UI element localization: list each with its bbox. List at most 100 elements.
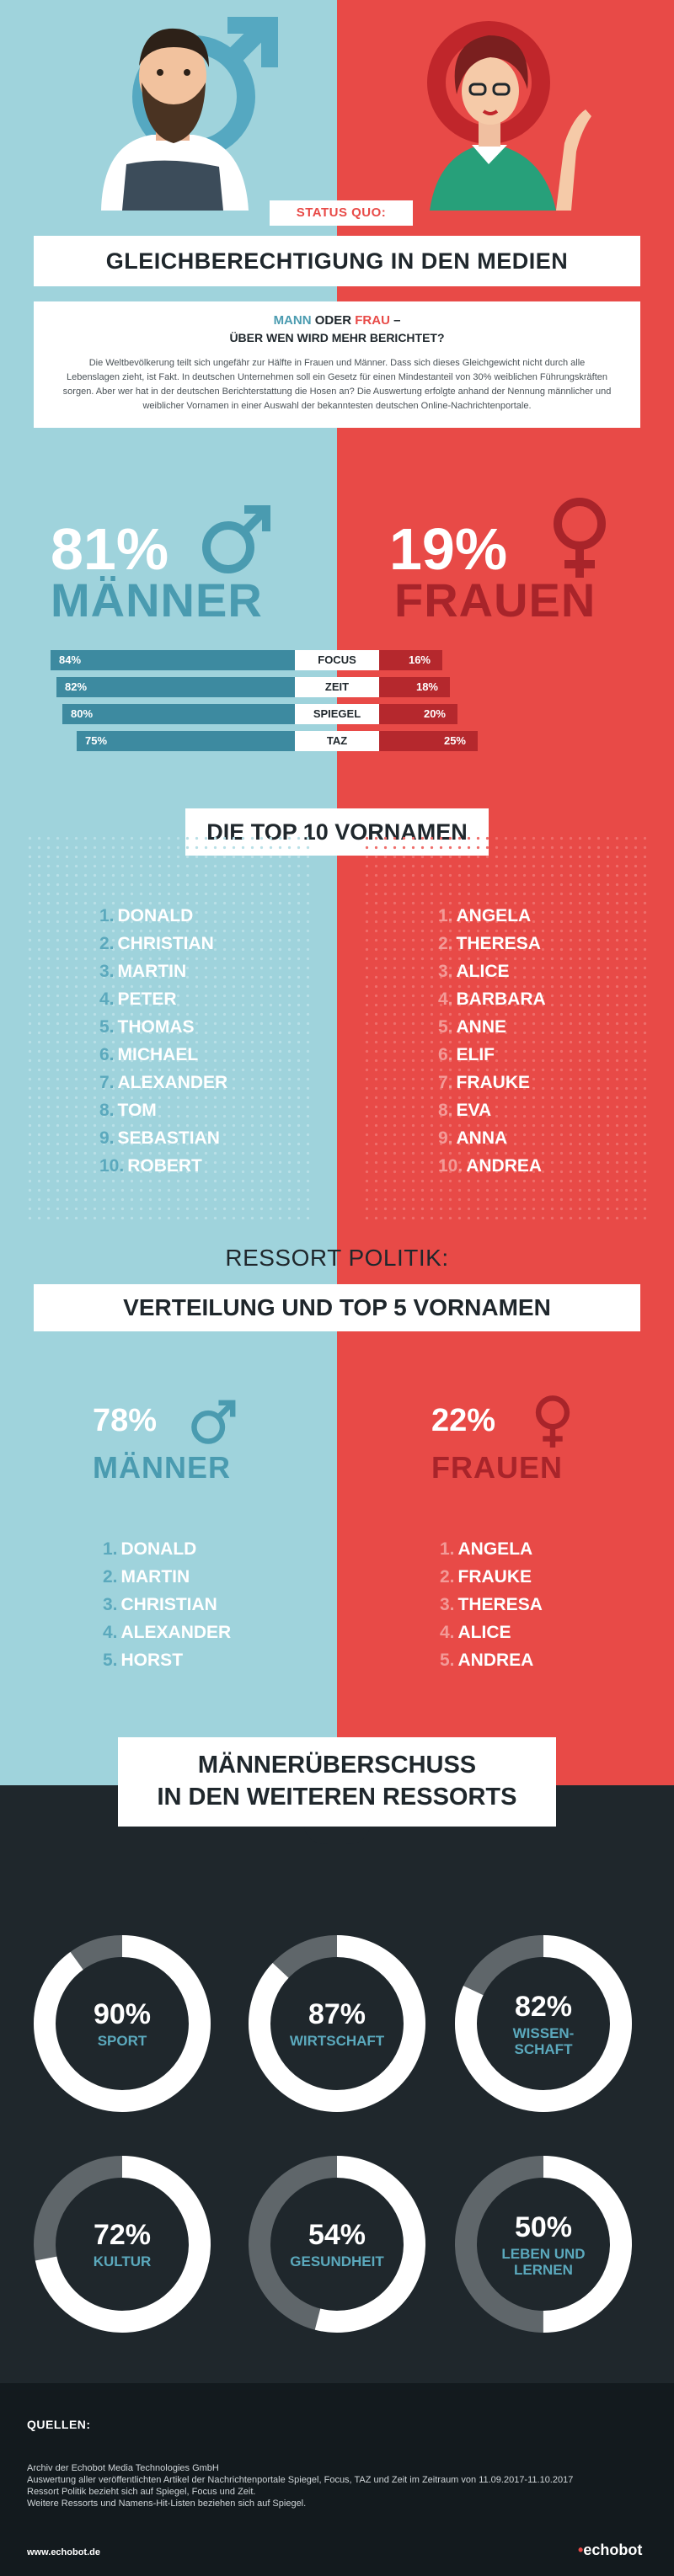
list-item: 5. ANNE — [438, 1013, 546, 1041]
first-name: ROBERT — [127, 1156, 202, 1176]
bar-portal-label: FOCUS — [295, 650, 379, 670]
source-line: Weitere Ressorts und Namens-Hit-Listen b… — [27, 2499, 307, 2509]
list-item: 6. ELIF — [438, 1041, 546, 1069]
rank-number: 7. — [438, 1073, 453, 1092]
list-item: 7. FRAUKE — [438, 1069, 546, 1096]
dotted-pattern-men — [25, 834, 312, 1221]
rank-number: 10. — [99, 1156, 125, 1176]
male-symbol-icon — [202, 505, 270, 573]
surplus-title-line2: IN DEN WEITEREN RESSORTS — [157, 1784, 517, 1811]
first-name: ANNA — [456, 1128, 508, 1148]
rank-number: 2. — [440, 1567, 455, 1587]
donut-label: WISSEN- SCHAFT — [512, 2024, 575, 2057]
donut-ring — [34, 2156, 211, 2333]
male-symbol-icon — [191, 1400, 236, 1444]
rank-number: 3. — [440, 1595, 455, 1614]
first-name: EVA — [456, 1101, 492, 1120]
list-item: 5. HORST — [103, 1646, 231, 1674]
politik-title-line1: RESSORT POLITIK: — [225, 1245, 449, 1271]
first-name: ANGELA — [456, 906, 532, 925]
list-item: 1. DONALD — [99, 902, 227, 930]
first-name: MICHAEL — [117, 1045, 199, 1064]
politik-women-pct: 22% — [431, 1403, 496, 1438]
first-name: PETER — [117, 989, 177, 1009]
women-overall-label: FRAUEN — [394, 573, 596, 627]
rank-number: 10. — [438, 1156, 463, 1176]
bar-women: 16% — [379, 650, 442, 670]
rank-number: 4. — [103, 1623, 118, 1642]
donut-chart: 90% SPORT — [29, 1931, 215, 2116]
women-overall-pct: 19% — [389, 516, 508, 582]
list-item: 5. ANDREA — [440, 1646, 543, 1674]
list-item: 3. THERESA — [440, 1591, 543, 1619]
rank-number: 5. — [438, 1017, 453, 1037]
first-name: FRAUKE — [456, 1073, 531, 1092]
politik-men-pct: 78% — [93, 1403, 158, 1438]
first-name: ANGELA — [457, 1539, 533, 1559]
rank-number: 7. — [99, 1073, 115, 1092]
intro-panel: MANN ODER FRAU – ÜBER WEN WIRD MEHR BERI… — [34, 301, 640, 428]
source-line: Archiv der Echobot Media Technologies Gm… — [27, 2463, 219, 2473]
donut-ring — [34, 1935, 211, 2112]
donut-arc — [249, 1935, 425, 2112]
list-item: 3. MARTIN — [99, 957, 227, 985]
first-name: THERESA — [457, 1595, 543, 1614]
rank-number: 5. — [99, 1017, 115, 1037]
intro-or-word: ODER — [314, 313, 352, 328]
donut-chart: 87% WIRTSCHAFT — [244, 1931, 430, 2116]
surplus-title-box: MÄNNERÜBERSCHUSS IN DEN WEITEREN RESSORT… — [118, 1737, 556, 1827]
dotted-pattern-women — [362, 834, 649, 1221]
intro-dash: – — [393, 313, 401, 328]
rank-number: 9. — [99, 1128, 115, 1148]
list-item: 3. CHRISTIAN — [103, 1591, 231, 1619]
donut-ring — [455, 1935, 632, 2112]
donut-chart: 50% LEBEN UND LERNEN — [451, 2152, 636, 2337]
bar-portal-label: TAZ — [295, 731, 379, 751]
list-item: 9. SEBASTIAN — [99, 1124, 227, 1152]
first-name: ALEXANDER — [120, 1623, 232, 1642]
donut-chart: 72% KULTUR — [29, 2152, 215, 2337]
first-name: ANDREA — [457, 1651, 534, 1670]
intro-woman-word: FRAU — [355, 313, 390, 328]
footer-url-link[interactable]: www.echobot.de — [27, 2547, 100, 2557]
list-item: 1. DONALD — [103, 1535, 231, 1563]
rank-number: 2. — [438, 934, 453, 953]
footer — [0, 2383, 674, 2576]
donut-arc — [34, 1935, 211, 2112]
donut-pct: 54% — [308, 2219, 366, 2251]
list-item: 1. ANGELA — [440, 1535, 543, 1563]
donut-arc — [455, 2156, 632, 2333]
donut-chart: 82% WISSEN- SCHAFT — [451, 1931, 636, 2116]
sources-text: Archiv der Echobot Media Technologies Gm… — [27, 2462, 573, 2509]
rank-number: 5. — [440, 1651, 455, 1670]
bar-men: 84% — [51, 650, 295, 670]
source-line: Ressort Politik bezieht sich auf Spiegel… — [27, 2487, 256, 2497]
rank-number: 3. — [438, 962, 453, 981]
status-quo-tag: STATUS QUO: — [270, 200, 413, 226]
politik-women-label: FRAUEN — [431, 1450, 563, 1485]
list-item: 9. ANNA — [438, 1124, 546, 1152]
bar-women: 18% — [379, 677, 450, 697]
rank-number: 1. — [440, 1539, 455, 1559]
intro-question: MANN ODER FRAU – — [62, 313, 612, 328]
donut-label: SPORT — [97, 2033, 147, 2049]
men-overall-label: MÄNNER — [51, 573, 263, 627]
list-item: 2. CHRISTIAN — [99, 930, 227, 957]
intro-text: Die Weltbevölkerung teilt sich ungefähr … — [62, 358, 612, 411]
list-item: 3. ALICE — [438, 957, 546, 985]
first-name: ANDREA — [466, 1156, 543, 1176]
list-item: 2. MARTIN — [103, 1563, 231, 1591]
bar-men: 80% — [62, 704, 295, 724]
bar-women: 20% — [379, 704, 457, 724]
source-line: Auswertung aller veröffentlichten Artike… — [27, 2475, 574, 2485]
rank-number: 1. — [99, 906, 115, 925]
politik-women-list: 1. ANGELA 2. FRAUKE 3. THERESA 4. ALICE 5. ANDREA — [440, 1535, 543, 1674]
rank-number: 9. — [438, 1128, 453, 1148]
politik-men-list: 1. DONALD 2. MARTIN 3. CHRISTIAN 4. ALEXANDER 5.… — [103, 1535, 231, 1674]
rank-number: 5. — [103, 1651, 118, 1670]
rank-number: 1. — [438, 906, 453, 925]
rank-number: 8. — [438, 1101, 453, 1120]
first-name: BARBARA — [456, 989, 546, 1009]
donut-arc — [34, 2156, 211, 2333]
donut-pct: 72% — [93, 2219, 152, 2251]
